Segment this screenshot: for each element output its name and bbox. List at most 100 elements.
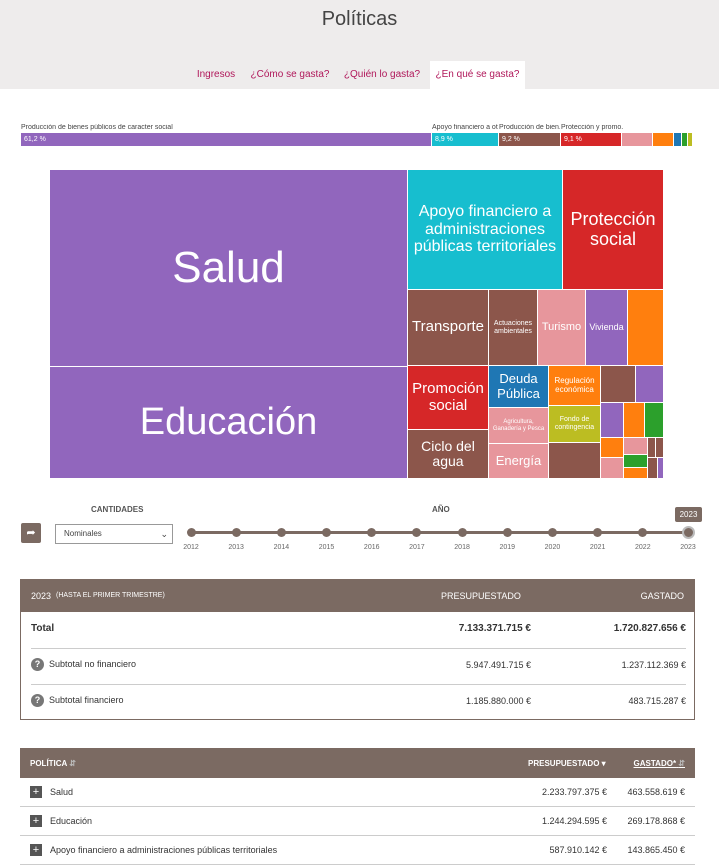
share-button[interactable]: ➦	[21, 523, 41, 543]
treemap-cell-agricultura[interactable]: Agricultura, Ganadería y Pesca	[489, 408, 549, 444]
treemap-cell-proteccion-social[interactable]: Protección social	[563, 170, 664, 290]
stacked-bar-segment[interactable]: 9,2 %	[499, 133, 560, 146]
policy-gastado: 463.558.619 €	[627, 787, 685, 797]
year-slider-dot[interactable]	[593, 528, 603, 537]
treemap-cell-small[interactable]	[645, 403, 664, 438]
treemap-cell-apoyo-financiero[interactable]: Apoyo financiero a administraciones públ…	[408, 170, 563, 290]
year-slider-label: 2019	[499, 544, 516, 551]
summary-row-total: Total 7.133.371.715 € 1.720.827.656 €	[31, 623, 686, 634]
treemap-cell-small[interactable]	[601, 366, 636, 403]
stacked-bar-segment[interactable]	[622, 133, 652, 146]
year-slider-label: 2020	[544, 544, 561, 551]
year-slider-dot[interactable]	[322, 528, 332, 537]
tab-ingresos[interactable]: Ingresos	[196, 69, 236, 80]
year-slider-dot[interactable]	[547, 528, 557, 537]
treemap-cell-turismo[interactable]: Turismo	[538, 290, 586, 366]
tab-como-se-gasta[interactable]: ¿Cómo se gasta?	[250, 69, 330, 80]
stacked-bar-segment[interactable]: 61,2 %	[21, 133, 431, 146]
stacked-bar-segment[interactable]	[653, 133, 673, 146]
treemap-cell-small[interactable]	[658, 458, 664, 479]
tab-bar: Ingresos ¿Cómo se gasta? ¿Quién lo gasta…	[0, 61, 719, 89]
year-slider-dot[interactable]	[276, 528, 286, 537]
treemap-cell-regulacion-economica[interactable]: Regulación económica	[549, 366, 601, 406]
year-slider-dot[interactable]	[231, 528, 241, 537]
stacked-bar-segment[interactable]	[682, 133, 687, 146]
expand-icon[interactable]: +	[30, 786, 42, 798]
anio-label: AÑO	[432, 505, 450, 514]
treemap-cell-small[interactable]	[648, 438, 656, 458]
divider	[31, 648, 686, 649]
treemap-cell-energia[interactable]: Energía	[489, 444, 549, 479]
treemap-cell-fondo-contingencia[interactable]: Fondo de contingencia	[549, 406, 601, 443]
policy-label: Salud	[50, 787, 74, 797]
year-slider-dot[interactable]	[681, 526, 695, 539]
stacked-bar-segment[interactable]: 9,1 %	[561, 133, 621, 146]
treemap-cell-vivienda[interactable]: Vivienda	[586, 290, 628, 366]
year-slider-label: 2018	[454, 544, 470, 551]
expand-icon[interactable]: +	[30, 844, 42, 856]
summary-row-gastado: 1.237.112.369 €	[621, 660, 686, 670]
cantidades-select[interactable]: Nominales ⌄	[55, 524, 173, 544]
treemap-cell-ciclo-del-agua[interactable]: Ciclo del agua	[408, 430, 489, 479]
policy-presupuestado: 1.244.294.595 €	[541, 816, 607, 826]
summary-row-presupuestado: 1.185.880.000 €	[465, 696, 531, 706]
treemap-cell-small[interactable]	[648, 458, 658, 479]
summary-col-gastado: GASTADO	[640, 591, 684, 601]
help-icon[interactable]: ?	[31, 694, 44, 707]
stacked-bar-segment[interactable]: 8,9 %	[432, 133, 498, 146]
policy-gastado: 269.178.868 €	[627, 816, 685, 826]
treemap-cell-small[interactable]	[624, 403, 645, 438]
cantidades-select-value: Nominales	[64, 529, 102, 538]
table-row[interactable]: + Educación 1.244.294.595 € 269.178.868 …	[20, 807, 695, 836]
treemap-cell-educacion[interactable]: Educación	[50, 367, 408, 479]
year-slider-label: 2016	[363, 544, 380, 551]
stacked-bar-segment[interactable]	[674, 133, 681, 146]
year-slider-dot[interactable]	[502, 528, 512, 537]
sort-politica[interactable]: POLÍTICA ⇵	[30, 759, 76, 768]
year-slider-label: 2012	[183, 544, 199, 551]
year-slider-dot[interactable]	[412, 528, 422, 537]
policy-label: Educación	[50, 816, 93, 826]
summary-row-no-financiero: ? Subtotal no financiero 5.947.491.715 € …	[31, 658, 686, 671]
treemap-cell-salud[interactable]: Salud	[50, 170, 408, 367]
stacked-bar-label: Producción de bienes públicos de caracte…	[21, 124, 173, 131]
help-icon[interactable]: ?	[31, 658, 44, 671]
summary-year-note: (HASTA EL PRIMER TRIMESTRE)	[56, 592, 165, 599]
treemap-cell-transporte[interactable]: Transporte	[408, 290, 489, 366]
year-slider-dot[interactable]	[457, 528, 467, 537]
treemap-cell-small[interactable]	[601, 438, 624, 458]
table-row[interactable]: + Apoyo financiero a administraciones pú…	[20, 836, 695, 865]
sort-presupuestado[interactable]: PRESUPUESTADO ▾	[528, 759, 606, 768]
year-slider-dot[interactable]	[638, 528, 648, 537]
treemap-cell-promocion-social[interactable]: Promoción social	[408, 366, 489, 430]
year-slider-label: 2017	[409, 544, 425, 551]
tab-quien-lo-gasta[interactable]: ¿Quién lo gasta?	[343, 69, 421, 80]
treemap-cell-small[interactable]	[624, 468, 648, 479]
treemap-cell-actuaciones-ambientales[interactable]: Actuaciones ambientales	[489, 290, 538, 366]
cantidades-label: CANTIDADES	[91, 505, 144, 514]
treemap-cell-small[interactable]	[656, 438, 664, 458]
treemap-cell-small[interactable]	[601, 403, 624, 438]
summary-year: 2023	[31, 591, 52, 601]
year-slider-dot[interactable]	[367, 528, 377, 537]
year-slider-label: 2014	[273, 544, 290, 551]
year-slider-track[interactable]	[190, 531, 688, 534]
treemap-cell-small[interactable]	[636, 366, 664, 403]
year-slider-label: 2023	[680, 544, 696, 551]
treemap-cell-small[interactable]	[628, 290, 664, 366]
summary-table: 2023 (HASTA EL PRIMER TRIMESTRE) PRESUPU…	[20, 579, 695, 720]
sort-gastado[interactable]: GASTADO* ⇵	[633, 759, 685, 768]
year-slider-dot[interactable]	[186, 528, 196, 537]
tab-en-que-se-gasta[interactable]: ¿En qué se gasta?	[430, 61, 525, 89]
treemap-cell-small[interactable]	[601, 458, 624, 479]
treemap-cell-small[interactable]	[624, 438, 648, 455]
stacked-bar-label: Producción de bien...	[499, 124, 560, 131]
summary-table-header: 2023 (HASTA EL PRIMER TRIMESTRE) PRESUPU…	[21, 580, 694, 612]
year-slider-label: 2013	[228, 544, 244, 551]
table-row[interactable]: + Salud 2.233.797.375 € 463.558.619 €	[20, 778, 695, 807]
expand-icon[interactable]: +	[30, 815, 42, 827]
treemap-cell-small[interactable]	[549, 443, 601, 479]
stacked-bar-segment[interactable]	[688, 133, 692, 146]
treemap-cell-small[interactable]	[624, 455, 648, 468]
treemap-cell-deuda-publica[interactable]: Deuda Pública	[489, 366, 549, 408]
